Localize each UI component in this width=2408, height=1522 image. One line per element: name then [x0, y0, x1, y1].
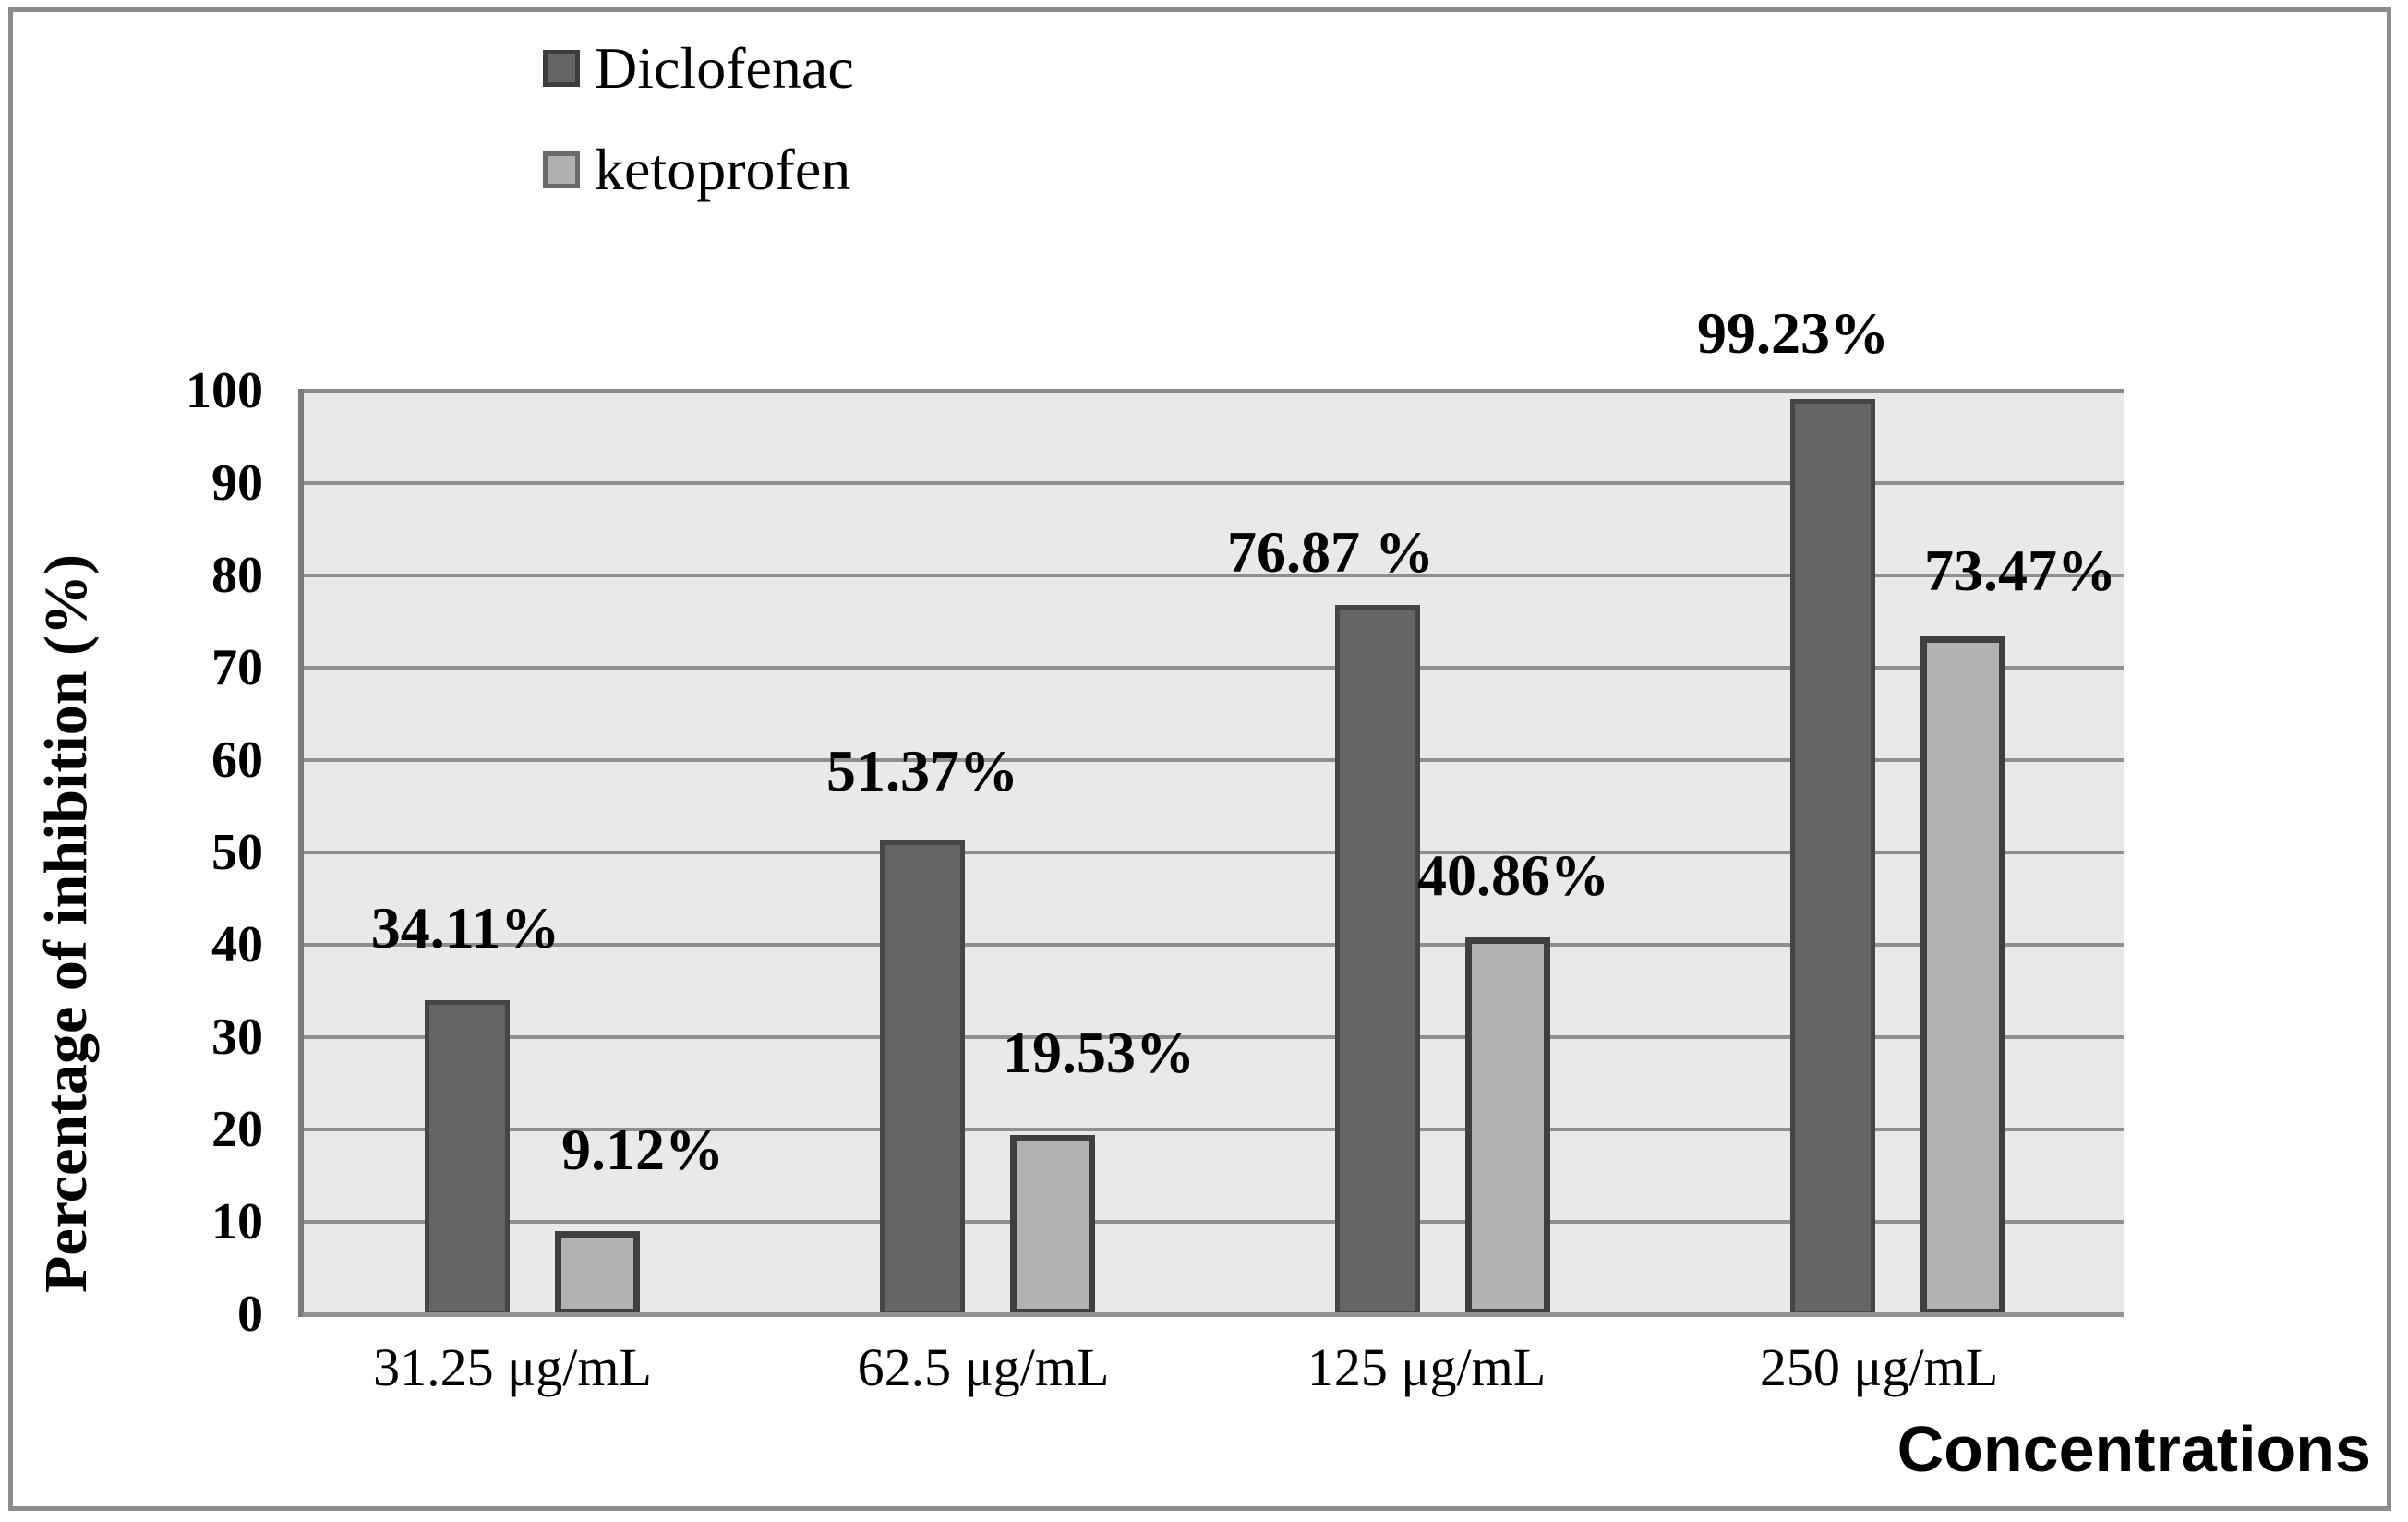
data-label-ketoprofen-3: 40.86% [1417, 842, 1609, 908]
bar-diclofenac-3 [1335, 605, 1420, 1315]
bar-diclofenac-2 [880, 840, 965, 1315]
figure-border [8, 7, 2391, 1511]
gridline-100 [303, 389, 2124, 393]
y-tick-label-10: 10 [211, 1193, 263, 1250]
legend-label: Diclofenac [595, 35, 854, 101]
bar-ketoprofen-4 [1920, 636, 2005, 1315]
y-tick-label-90: 90 [211, 454, 263, 512]
gridline-30 [303, 1035, 2124, 1039]
gridline-80 [303, 574, 2124, 577]
legend-swatch-icon [543, 151, 580, 188]
gridline-20 [303, 1128, 2124, 1131]
legend: Diclofenac ketoprofen [543, 33, 854, 236]
y-tick-label-80: 80 [211, 547, 263, 604]
x-axis-line [303, 1312, 2124, 1317]
x-category-label-1: 31.25 μg/mL [373, 1337, 652, 1397]
x-category-label-2: 62.5 μg/mL [857, 1337, 1110, 1397]
gridline-50 [303, 851, 2124, 854]
y-tick-label-100: 100 [186, 362, 263, 419]
data-label-diclofenac-3: 76.87 % [1227, 519, 1434, 585]
gridline-40 [303, 943, 2124, 947]
gridline-70 [303, 666, 2124, 670]
bar-ketoprofen-3 [1465, 937, 1550, 1315]
y-tick-label-40: 40 [211, 916, 263, 973]
data-label-diclofenac-1: 34.11% [370, 895, 560, 960]
data-label-ketoprofen-2: 19.53% [1003, 1020, 1195, 1085]
x-axis-title: Concentrations [1896, 1413, 2371, 1485]
legend-label: ketoprofen [595, 137, 851, 202]
y-tick-label-60: 60 [211, 731, 263, 789]
y-tick-label-20: 20 [211, 1101, 263, 1158]
y-tick-label-70: 70 [211, 639, 263, 696]
bar-diclofenac-4 [1790, 399, 1875, 1315]
y-tick-label-30: 30 [211, 1009, 263, 1066]
bar-ketoprofen-1 [555, 1231, 640, 1315]
legend-swatch-icon [543, 50, 580, 87]
legend-item-ketoprofen: ketoprofen [543, 135, 854, 205]
y-tick-label-50: 50 [211, 824, 263, 881]
gridline-60 [303, 758, 2124, 762]
legend-item-diclofenac: Diclofenac [543, 33, 854, 103]
x-category-label-4: 250 μg/mL [1759, 1337, 1999, 1397]
bar-ketoprofen-2 [1010, 1135, 1095, 1315]
y-tick-label-0: 0 [237, 1286, 263, 1343]
data-label-diclofenac-4: 99.23% [1697, 300, 1889, 366]
data-label-diclofenac-2: 51.37% [826, 738, 1018, 803]
gridline-10 [303, 1220, 2124, 1224]
bar-diclofenac-1 [425, 1000, 510, 1315]
data-label-ketoprofen-1: 9.12% [561, 1117, 724, 1182]
y-axis-line [298, 389, 304, 1317]
gridline-90 [303, 481, 2124, 485]
data-label-ketoprofen-4: 73.47% [1924, 538, 2116, 603]
x-category-label-3: 125 μg/mL [1306, 1337, 1547, 1397]
